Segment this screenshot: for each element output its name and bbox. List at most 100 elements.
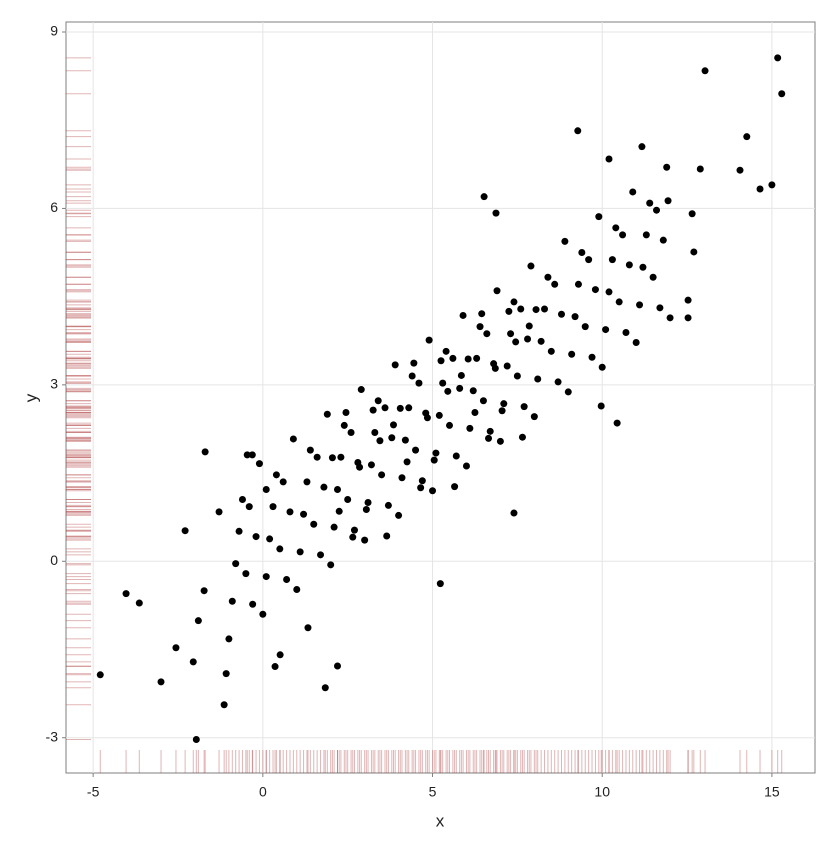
point [245,503,253,511]
point [524,335,532,343]
point [564,388,572,396]
y-tick-label: 0 [50,552,58,568]
point [629,188,637,196]
x-axis-title: x [436,811,445,830]
point [459,311,467,319]
point [181,527,189,535]
point [457,371,465,379]
point [462,462,470,470]
y-axis-title: y [21,393,40,402]
point [328,454,336,462]
point [415,379,423,387]
point [357,386,365,394]
point [778,90,786,98]
point [293,586,301,594]
point [743,133,751,141]
axes: -5 0 5 10 15 -3 0 3 6 9 [46,23,780,800]
point [371,428,379,436]
point [619,231,627,239]
point [701,67,709,75]
point [649,273,657,281]
point [451,483,459,491]
point [520,403,528,411]
point [513,372,521,380]
point [688,210,696,218]
point [561,237,569,245]
point [242,570,250,578]
point [510,298,518,306]
point [483,330,491,338]
point [622,329,630,337]
point [525,322,533,330]
point [410,359,418,367]
point [378,471,386,479]
point [588,353,596,361]
point [401,436,409,444]
point [456,384,464,392]
point [638,143,646,151]
point [376,437,384,445]
point [396,404,404,412]
point [304,624,312,632]
point [340,421,348,429]
point [466,424,474,432]
point [452,452,460,460]
point [430,456,438,464]
point [248,451,256,459]
point [220,701,228,709]
point [391,361,399,369]
point [249,600,257,608]
point [215,508,223,516]
point [435,411,443,419]
point [774,54,782,62]
point [283,576,291,584]
x-tick-label: 15 [764,784,780,800]
grid [66,22,815,773]
point [595,213,603,221]
point [684,314,692,322]
point [306,446,314,454]
point [300,510,308,518]
point [510,509,518,517]
point [636,301,644,309]
rugs [66,57,783,773]
point [534,375,542,383]
point [403,458,411,466]
point [364,498,372,506]
point [612,224,620,232]
point [157,678,165,686]
point [642,231,650,239]
point [496,437,504,445]
point [303,478,311,486]
point [478,310,486,318]
point [259,610,267,618]
point [369,406,377,414]
point [388,434,396,442]
point [608,256,616,264]
point [228,597,236,605]
point [279,478,287,486]
point [222,670,230,678]
point [333,662,341,670]
point [479,397,487,405]
point [313,453,321,461]
point [663,163,671,171]
point [646,199,654,207]
point [690,248,698,256]
point [500,400,508,408]
point [554,378,562,386]
point [486,427,494,435]
points [96,54,786,743]
point [276,651,284,659]
point [276,545,284,553]
point [541,305,549,313]
point [243,451,251,459]
point [429,487,437,495]
point [492,209,500,217]
point [361,536,369,544]
y-tick-label: 3 [50,376,58,392]
point [172,644,180,652]
point [505,307,513,315]
